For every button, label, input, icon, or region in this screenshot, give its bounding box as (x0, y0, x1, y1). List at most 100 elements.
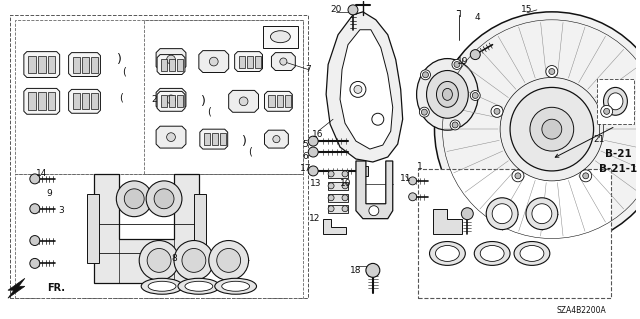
Polygon shape (228, 90, 259, 112)
Bar (81, 93, 88, 109)
Bar (90, 93, 97, 109)
Text: 16: 16 (312, 130, 324, 139)
Polygon shape (200, 129, 228, 149)
Ellipse shape (141, 278, 183, 294)
Circle shape (510, 87, 593, 171)
Bar (90, 56, 97, 72)
Bar (285, 95, 291, 107)
Circle shape (328, 195, 334, 201)
Polygon shape (157, 91, 185, 111)
Circle shape (30, 174, 40, 184)
Text: SZA4B2200A: SZA4B2200A (557, 306, 607, 315)
Text: 7: 7 (305, 65, 311, 74)
Circle shape (530, 107, 573, 151)
Text: (: ( (207, 106, 211, 116)
Bar (47, 56, 56, 73)
Ellipse shape (271, 31, 291, 43)
Polygon shape (8, 278, 25, 298)
Circle shape (604, 108, 610, 114)
Circle shape (461, 208, 473, 220)
Polygon shape (157, 55, 185, 75)
Circle shape (328, 171, 334, 177)
Circle shape (30, 204, 40, 214)
Ellipse shape (436, 81, 458, 107)
Polygon shape (235, 52, 262, 71)
Text: 8: 8 (171, 254, 177, 263)
Circle shape (147, 249, 171, 272)
Circle shape (409, 177, 417, 185)
Polygon shape (199, 51, 228, 72)
Text: 5: 5 (302, 140, 308, 149)
Circle shape (472, 93, 478, 99)
Text: ): ) (242, 135, 247, 148)
Polygon shape (433, 209, 462, 234)
Circle shape (492, 204, 512, 224)
Bar (328, 170, 348, 178)
Circle shape (342, 206, 348, 212)
Ellipse shape (221, 281, 250, 291)
Bar (247, 56, 253, 68)
Bar (239, 56, 244, 68)
Bar (88, 194, 99, 263)
Circle shape (409, 193, 417, 201)
Circle shape (546, 65, 558, 78)
Circle shape (470, 50, 480, 60)
Circle shape (116, 181, 152, 217)
Ellipse shape (185, 281, 212, 291)
Bar (328, 194, 348, 202)
Circle shape (452, 122, 458, 128)
Bar (28, 56, 36, 73)
Bar (194, 194, 206, 263)
Text: 18: 18 (350, 266, 362, 275)
Circle shape (280, 58, 287, 65)
Bar (161, 59, 167, 70)
Bar (72, 56, 79, 72)
Circle shape (494, 108, 500, 114)
Circle shape (419, 107, 429, 117)
Text: B-21-1: B-21-1 (599, 164, 637, 174)
Ellipse shape (604, 87, 627, 115)
Circle shape (342, 195, 348, 201)
Circle shape (420, 70, 431, 80)
Text: (: ( (122, 66, 126, 77)
Circle shape (239, 97, 248, 106)
Bar (15, 20, 303, 174)
Circle shape (328, 206, 334, 212)
Circle shape (166, 55, 175, 64)
Polygon shape (24, 52, 60, 78)
Ellipse shape (215, 278, 257, 294)
Polygon shape (156, 88, 186, 110)
Circle shape (366, 263, 380, 277)
Text: 17: 17 (300, 165, 311, 174)
Circle shape (422, 72, 428, 78)
Text: 11: 11 (400, 174, 412, 183)
Circle shape (209, 57, 218, 66)
Ellipse shape (429, 241, 465, 265)
Circle shape (470, 91, 480, 100)
Circle shape (308, 147, 318, 157)
Circle shape (526, 198, 558, 230)
Text: 14: 14 (36, 169, 47, 178)
Circle shape (154, 189, 174, 209)
Circle shape (542, 119, 562, 139)
Circle shape (166, 95, 175, 104)
Circle shape (450, 120, 460, 130)
Circle shape (601, 105, 612, 117)
Circle shape (182, 249, 206, 272)
Text: 9: 9 (47, 189, 52, 198)
Circle shape (273, 136, 280, 143)
Text: 3: 3 (59, 206, 65, 215)
Circle shape (486, 198, 518, 230)
Polygon shape (156, 48, 186, 70)
Polygon shape (24, 88, 60, 114)
Circle shape (348, 5, 358, 15)
Bar (328, 205, 348, 213)
Ellipse shape (435, 246, 460, 261)
Polygon shape (68, 89, 100, 113)
Ellipse shape (417, 59, 478, 130)
Bar (169, 59, 175, 70)
Bar (72, 93, 79, 109)
Polygon shape (264, 91, 292, 111)
Bar (276, 95, 283, 107)
Bar (38, 56, 45, 73)
